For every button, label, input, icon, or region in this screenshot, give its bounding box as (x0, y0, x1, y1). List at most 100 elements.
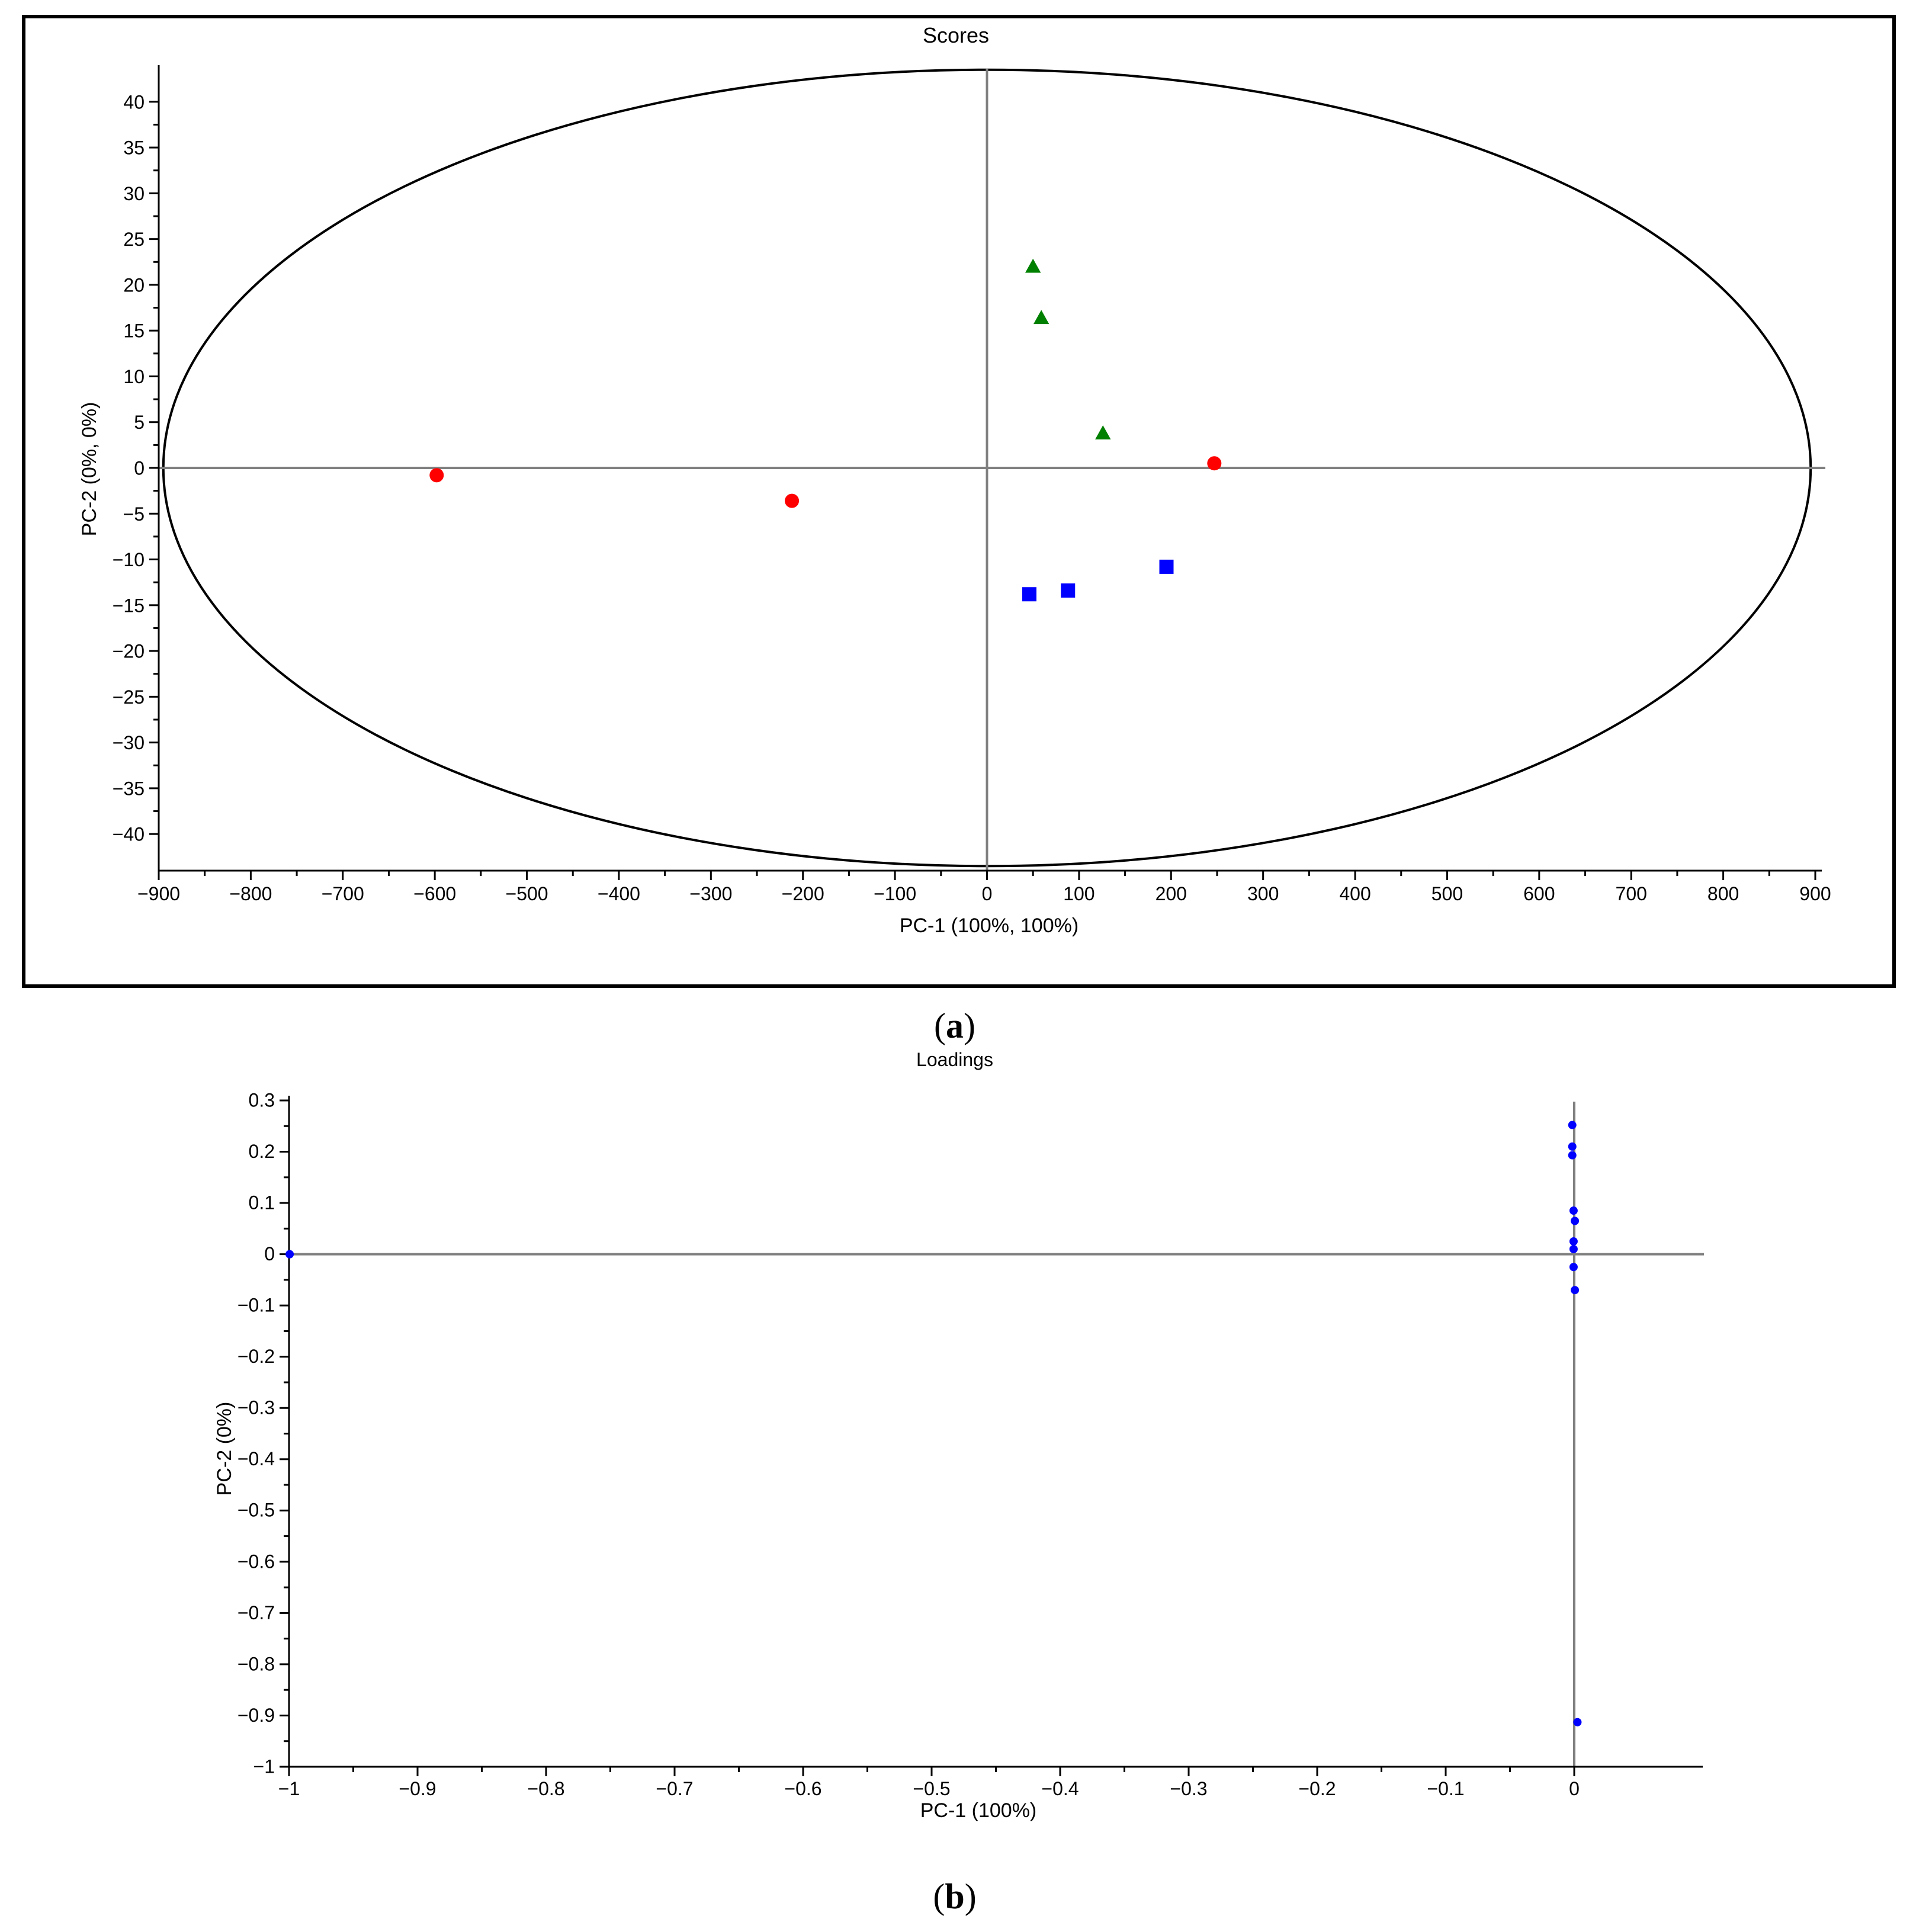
y-tick-label: −0.2 (237, 1346, 275, 1367)
x-tick-label: 200 (1155, 883, 1187, 904)
y-tick-label: 10 (123, 366, 145, 387)
x-tick-label: −0.2 (1298, 1778, 1336, 1799)
x-tick-label: 300 (1247, 883, 1279, 904)
scores-x-axis-label: PC-1 (100%, 100%) (900, 914, 1079, 937)
y-tick-label: 20 (123, 274, 145, 296)
x-tick-label: −0.3 (1170, 1778, 1207, 1799)
panel-label-a: (a) (934, 1006, 975, 1045)
data-point (1568, 1151, 1577, 1160)
x-tick-label: −200 (782, 883, 824, 904)
y-tick-label: 0.1 (249, 1192, 275, 1214)
y-tick-label: 0 (264, 1243, 275, 1265)
x-tick-label: −0.1 (1427, 1778, 1464, 1799)
x-tick-label: −600 (413, 883, 456, 904)
loadings-reference-lines (289, 1102, 1704, 1767)
data-point (429, 468, 444, 483)
loadings-points (285, 1121, 1582, 1726)
y-tick-label: −0.9 (237, 1705, 275, 1726)
data-point (285, 1250, 294, 1259)
x-tick-label: −0.8 (527, 1778, 564, 1799)
loadings-axes (288, 1096, 1703, 1768)
scores-ticks: −900 −800 −700 −600 −500 −400 −300 −200 −100 0 100… (113, 91, 1831, 904)
scores-title: Scores (923, 23, 989, 47)
x-tick-label: 800 (1707, 883, 1739, 904)
data-point (1022, 587, 1036, 602)
data-point (1207, 456, 1222, 471)
data-point (1025, 258, 1041, 273)
y-tick-label: −25 (113, 686, 145, 708)
x-tick-label: −100 (874, 883, 916, 904)
loadings-x-axis-label: PC-1 (100%) (920, 1799, 1037, 1822)
x-tick-label: −900 (137, 883, 180, 904)
scores-chart: Scores −900 −800 −700 −600 −500 −400 −300 −200−… (22, 15, 1896, 988)
scores-frame (22, 15, 1896, 988)
data-point (1571, 1286, 1580, 1295)
y-tick-label: 40 (123, 91, 145, 113)
scores-y-axis-label: PC-2 (0%, 0%) (78, 402, 101, 537)
y-tick-label: −0.8 (237, 1653, 275, 1674)
loadings-chart: Loadings −1 −0.9 −0.8 −0.7 −0.6 −0.5 −0.4 −0.3−… (213, 1049, 1704, 1822)
loadings-ticks: −1 −0.9 −0.8 −0.7 −0.6 −0.5 −0.4 −0.3 −0.2 −0.1 0 −… (237, 1089, 1580, 1799)
y-tick-label: 30 (123, 183, 145, 204)
data-point (1568, 1121, 1577, 1129)
x-tick-label: −0.7 (656, 1778, 693, 1799)
loadings-y-axis-label: PC-2 (0%) (213, 1402, 236, 1496)
panel-label-b: (b) (933, 1877, 976, 1916)
x-tick-label: 0 (982, 883, 993, 904)
data-point (1569, 1237, 1578, 1246)
data-point (1569, 1206, 1578, 1215)
x-tick-label: −400 (598, 883, 640, 904)
y-tick-label: −15 (113, 595, 145, 616)
x-tick-label: −0.9 (399, 1778, 436, 1799)
data-point (1571, 1217, 1580, 1225)
x-tick-label: −0.5 (913, 1778, 950, 1799)
scores-reference-lines (159, 69, 1825, 871)
y-tick-label: −35 (113, 778, 145, 799)
x-tick-label: −700 (322, 883, 364, 904)
loadings-title: Loadings (916, 1049, 993, 1070)
y-tick-label: −0.6 (237, 1551, 275, 1572)
x-tick-label: 700 (1616, 883, 1647, 904)
x-tick-label: 100 (1063, 883, 1094, 904)
data-point (1159, 559, 1174, 574)
y-tick-label: −0.7 (237, 1602, 275, 1623)
x-tick-label: 600 (1523, 883, 1555, 904)
data-point (1095, 425, 1111, 439)
y-tick-label: −0.1 (237, 1295, 275, 1316)
y-tick-label: 0 (134, 458, 145, 479)
x-tick-label: 0 (1569, 1778, 1580, 1799)
data-point (1569, 1244, 1578, 1253)
y-tick-label: −0.3 (237, 1397, 275, 1418)
x-tick-label: −800 (229, 883, 272, 904)
y-tick-label: 35 (123, 137, 145, 159)
data-point (1061, 583, 1076, 598)
x-tick-label: −0.6 (784, 1778, 821, 1799)
x-tick-label: 500 (1431, 883, 1463, 904)
y-tick-label: 5 (134, 412, 145, 433)
scores-points (429, 258, 1222, 602)
x-tick-label: 400 (1339, 883, 1370, 904)
x-tick-label: −0.4 (1041, 1778, 1079, 1799)
y-tick-label: −30 (113, 732, 145, 753)
y-tick-label: 15 (123, 320, 145, 342)
y-tick-label: −0.5 (237, 1500, 275, 1521)
y-tick-label: −40 (113, 824, 145, 845)
x-tick-label: 900 (1799, 883, 1831, 904)
x-tick-label: −500 (506, 883, 548, 904)
data-point (785, 493, 800, 508)
data-point (1033, 310, 1049, 325)
y-tick-label: −1 (253, 1756, 275, 1777)
y-tick-label: 25 (123, 229, 145, 250)
y-tick-label: 0.3 (249, 1089, 275, 1111)
y-tick-label: 0.2 (249, 1141, 275, 1162)
data-point (1568, 1142, 1577, 1151)
y-tick-label: −10 (113, 549, 145, 570)
x-tick-label: −300 (689, 883, 732, 904)
y-tick-label: −20 (113, 641, 145, 662)
x-tick-label: −1 (278, 1778, 300, 1799)
data-point (1569, 1263, 1578, 1272)
y-tick-label: −0.4 (237, 1448, 275, 1469)
y-tick-label: −5 (123, 503, 145, 525)
data-point (1573, 1718, 1582, 1726)
